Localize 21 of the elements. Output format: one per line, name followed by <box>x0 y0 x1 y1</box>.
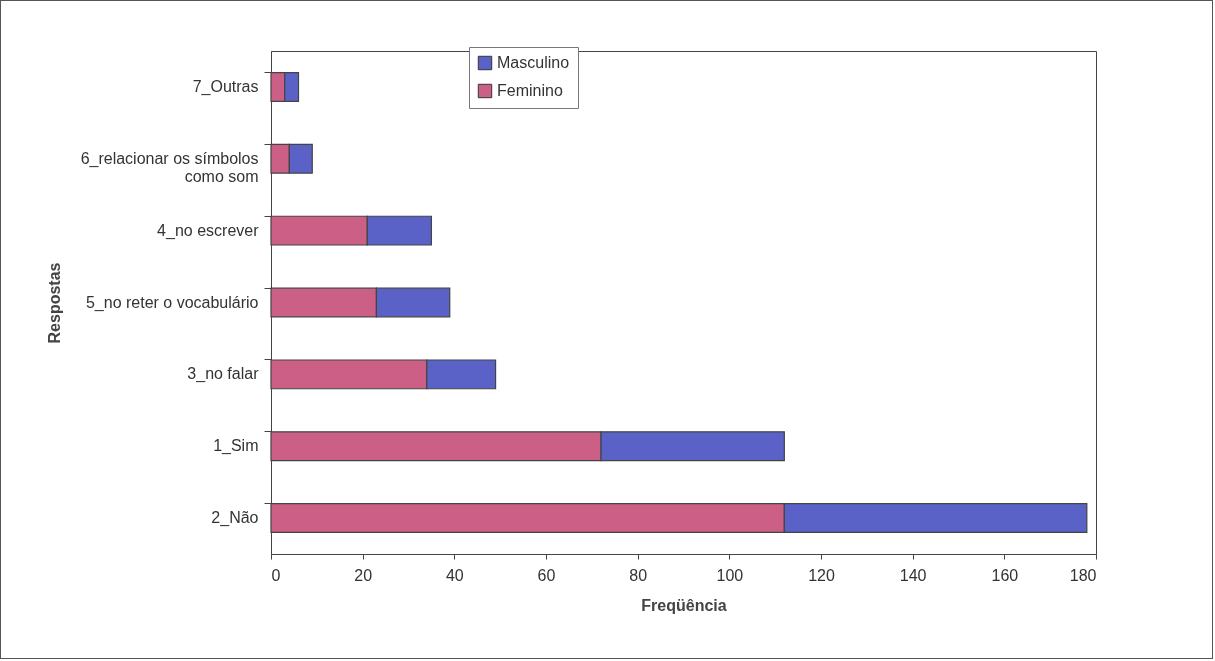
legend-label: Feminino <box>497 82 563 99</box>
x-tick-label: 100 <box>716 566 744 584</box>
legend-label: Masculino <box>497 54 570 71</box>
x-tick-label: 180 <box>1069 566 1097 584</box>
x-tick-label: 20 <box>354 566 373 584</box>
y-axis-title: Respostas <box>45 262 63 344</box>
y-tick-label: 6_relacionar os símbolos como som <box>80 149 259 185</box>
x-tick-label: 160 <box>991 566 1019 584</box>
x-tick-label: 140 <box>899 566 927 584</box>
y-tick-label: 4_no escrever <box>157 221 260 240</box>
y-tick-label: 5_no reter o vocabulário <box>85 293 259 312</box>
x-axis-title: Freqüência <box>641 596 727 614</box>
x-tick-label: 120 <box>808 566 835 584</box>
x-tick-label: 80 <box>629 566 648 584</box>
y-tick-label: 7_Outras <box>192 77 259 96</box>
y-tick-label: 3_no falar <box>187 365 260 384</box>
x-tick-label: 60 <box>537 566 556 584</box>
y-tick-label: 1_Sim <box>213 437 259 456</box>
y-tick-label: 2_Não <box>211 509 259 528</box>
x-tick-label: 40 <box>445 566 464 584</box>
x-tick-label: 0 <box>271 566 281 584</box>
